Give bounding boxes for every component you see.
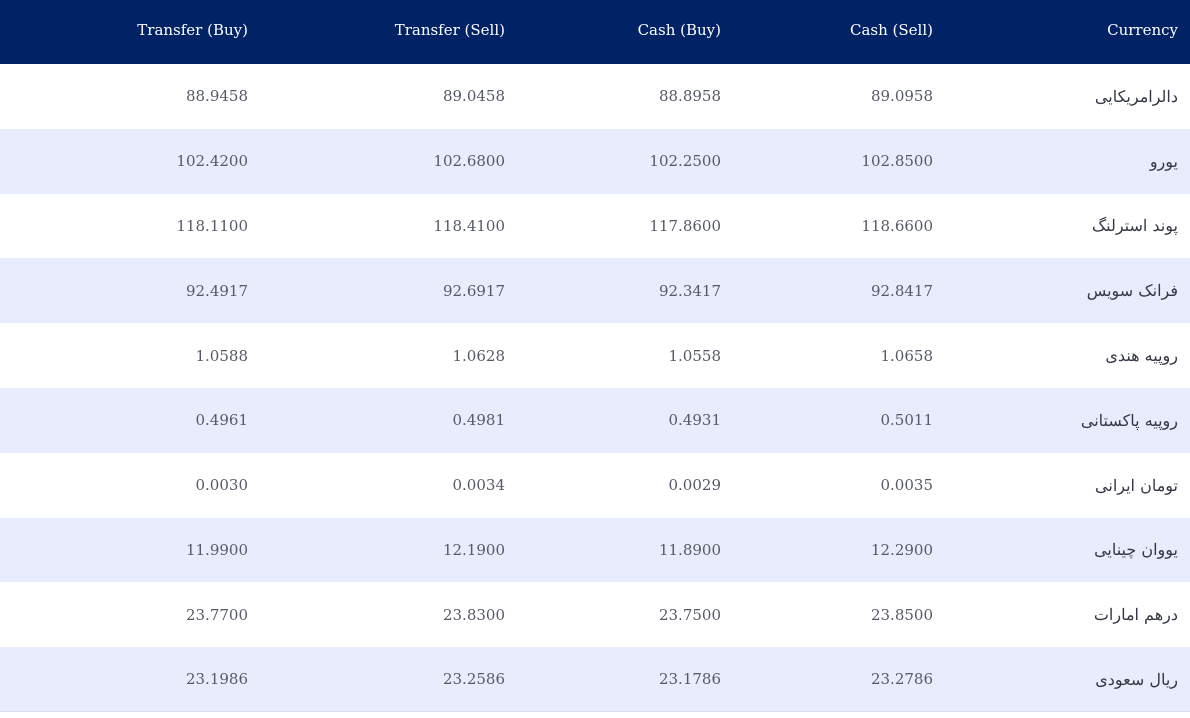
table-row: 1.0588 1.0628 1.0558 1.0658 روپیه هندی [0,323,1190,388]
currency-name: فرانک سویس [1086,281,1178,301]
cash-sell-cell: 89.0958 [870,87,933,106]
cash-sell-cell: 1.0658 [880,346,934,365]
transfer-buy-cell: 23.7700 [185,605,248,624]
header-cash-buy[interactable]: Cash (Buy) [637,21,721,39]
cash-sell-cell: 92.8417 [870,281,933,300]
cash-sell-cell: 23.2786 [870,670,933,689]
transfer-buy-cell: 102.4200 [176,152,248,171]
cash-buy-cell: 11.8900 [658,540,721,559]
table-row: 88.9458 89.0458 88.8958 89.0958 دالرامری… [0,64,1190,129]
currency-cell: روپیه هندی [945,323,1190,388]
transfer-sell-cell: 92.6917 [442,281,505,300]
currency-cell: یورو [945,129,1190,194]
transfer-sell-cell: 102.6800 [433,152,505,171]
cash-sell-cell: 0.5011 [880,411,934,430]
currency-cell: دالرامریکایی [945,64,1190,129]
header-transfer-buy[interactable]: Transfer (Buy) [137,21,248,39]
currency-name: درهم امارات [1093,605,1178,625]
currency-cell: یووان چینایی [945,518,1190,583]
header-row: Transfer (Buy) Transfer (Sell) Cash (Buy… [0,0,1190,64]
table-row: 23.7700 23.8300 23.7500 23.8500 درهم اما… [0,582,1190,648]
transfer-buy-cell: 92.4917 [185,281,248,300]
cash-buy-cell: 117.8600 [649,216,721,235]
table-row: 92.4917 92.6917 92.3417 92.8417 فرانک سو… [0,258,1190,324]
table-row: 23.1986 23.2586 23.1786 23.2786 ریال سعو… [0,647,1190,712]
currency-cell: تومان ایرانی [945,453,1190,518]
transfer-sell-cell: 118.4100 [433,216,505,235]
currency-cell: فرانک سویس [945,258,1190,323]
currency-name: دالرامریکایی [1094,86,1178,106]
cash-sell-cell: 12.2900 [870,540,933,559]
transfer-buy-cell: 1.0588 [195,346,249,365]
currency-name: یورو [1149,151,1178,171]
transfer-sell-cell: 23.2586 [442,670,505,689]
table-row: 0.0030 0.0034 0.0029 0.0035 تومان ایرانی [0,452,1190,518]
currency-name: روپیه پاکستانی [1080,410,1178,430]
currency-name: یووان چینایی [1094,540,1178,560]
transfer-sell-cell: 23.8300 [442,605,505,624]
header-transfer-sell[interactable]: Transfer (Sell) [394,21,505,39]
cash-buy-cell: 88.8958 [658,87,721,106]
table-header: Transfer (Buy) Transfer (Sell) Cash (Buy… [0,0,1190,64]
currency-name: ریال سعودی [1095,669,1178,689]
transfer-buy-cell: 88.9458 [185,87,248,106]
transfer-buy-cell: 23.1986 [185,670,248,689]
cash-buy-cell: 23.1786 [658,670,721,689]
table-row: 0.4961 0.4981 0.4931 0.5011 روپیه پاکستا… [0,387,1190,453]
currency-name: تومان ایرانی [1095,475,1178,495]
currency-name: پوند استرلنگ [1091,216,1178,236]
currency-cell: روپیه پاکستانی [945,388,1190,453]
cash-sell-cell: 23.8500 [870,605,933,624]
transfer-sell-cell: 1.0628 [452,346,506,365]
table-body: 88.9458 89.0458 88.8958 89.0958 دالرامری… [0,64,1190,712]
currency-cell: پوند استرلنگ [945,194,1190,259]
header-cash-sell[interactable]: Cash (Sell) [850,21,933,39]
cash-buy-cell: 0.0029 [668,476,722,495]
header-currency[interactable]: Currency [1107,21,1178,39]
table-row: 102.4200 102.6800 102.2500 102.8500 یورو [0,128,1190,194]
cash-sell-cell: 118.6600 [861,216,933,235]
table-row: 11.9900 12.1900 11.8900 12.2900 یووان چی… [0,517,1190,583]
transfer-sell-cell: 12.1900 [442,540,505,559]
cash-sell-cell: 0.0035 [880,476,934,495]
currency-cell: درهم امارات [945,582,1190,647]
transfer-sell-cell: 89.0458 [442,87,505,106]
currency-cell: ریال سعودی [945,647,1190,712]
cash-buy-cell: 23.7500 [658,605,721,624]
cash-buy-cell: 0.4931 [668,411,722,430]
transfer-sell-cell: 0.4981 [452,411,506,430]
cash-sell-cell: 102.8500 [861,152,933,171]
cash-buy-cell: 1.0558 [668,346,722,365]
transfer-buy-cell: 0.4961 [195,411,249,430]
cash-buy-cell: 102.2500 [649,152,721,171]
transfer-buy-cell: 118.1100 [176,216,248,235]
transfer-buy-cell: 0.0030 [195,476,249,495]
currency-name: روپیه هندی [1105,346,1178,366]
table-row: 118.1100 118.4100 117.8600 118.6600 پوند… [0,193,1190,259]
cash-buy-cell: 92.3417 [658,281,721,300]
transfer-buy-cell: 11.9900 [185,540,248,559]
transfer-sell-cell: 0.0034 [452,476,506,495]
